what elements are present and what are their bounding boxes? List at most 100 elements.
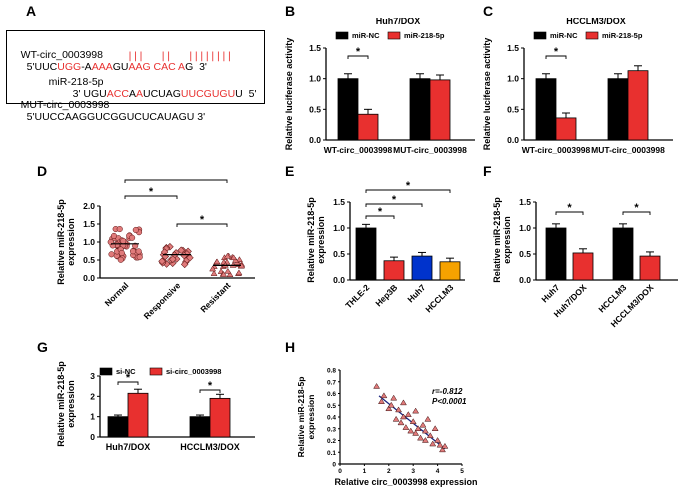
chart-H-ylabel-line1: Relative miR-218-5p <box>296 377 306 458</box>
chart-E-xlabel: Huh7 <box>405 282 427 304</box>
chart-E-ytick-label: 0.0 <box>333 275 345 285</box>
chart-D-point <box>236 256 243 262</box>
chart-E-bar <box>355 227 377 281</box>
chart-H-point <box>385 405 393 412</box>
chart-D-c-star: * <box>200 214 205 226</box>
wt-parts-part: AAA <box>91 61 113 73</box>
chart-B-star: * <box>356 46 361 58</box>
chart-D: 0.0 0.5 1.0 1.5 2.0 Relative miR-218-5p expres… <box>56 178 255 321</box>
chart-F-a-star: * <box>567 202 572 214</box>
panel-label-H: H <box>285 339 295 355</box>
chart-D-ytick-label: 0.5 <box>83 255 95 265</box>
chart-E-bar <box>439 261 461 281</box>
chart-F-a-bracket <box>555 211 584 215</box>
mir-parts-part: CUAG <box>150 88 181 100</box>
chart-H-point <box>426 432 434 439</box>
chart-H-point <box>395 406 403 413</box>
mir-parts-part: UUCGUGU <box>180 88 236 100</box>
chart-D-point <box>186 254 194 262</box>
chart-H-point <box>407 427 415 434</box>
chart-C-bar <box>535 78 557 141</box>
chart-D-b-bracket <box>124 195 178 199</box>
chart-H-xtick-label: 0 <box>338 468 342 475</box>
chart-H-point <box>399 413 407 420</box>
chart-H-point <box>419 421 427 428</box>
chart-E-b-star: * <box>392 194 397 206</box>
chart-E-bar <box>411 255 433 281</box>
chart-D-ytick-label: 2.0 <box>83 201 95 211</box>
chart-C-title: HCCLM3/DOX <box>566 18 626 26</box>
chart-G-legend-label: si-circ_0003998 <box>166 367 221 376</box>
chart-H-point <box>402 424 410 430</box>
wt-parts-part: GU <box>112 61 129 73</box>
chart-G-0-star: * <box>126 372 131 384</box>
chart-H-point <box>429 440 437 447</box>
chart-H-ytick-label: 0.6 <box>327 391 336 398</box>
chart-D-ytick-label: 0.0 <box>83 273 95 283</box>
chart-D-ylabel-line2: expression <box>66 218 76 266</box>
chart-H-point <box>378 398 385 404</box>
chart-D-xlabel: Resistant <box>198 280 232 314</box>
chart-C-ytick-label: 1.5 <box>507 43 519 53</box>
chart-C-legend-label: miR-NC <box>550 31 578 40</box>
wt-parts-part: AAG CAC A <box>128 61 186 73</box>
mir-name: miR-218-5p <box>48 76 104 88</box>
chart-H-ytick-label: 0.1 <box>327 450 336 457</box>
chart-D-point <box>132 226 139 234</box>
mut-name: MUT-circ_0003998 <box>20 99 110 111</box>
mir-parts-part: A <box>128 88 136 100</box>
chart-B-ytick-label: 0.0 <box>309 135 321 145</box>
chart-B-title: Huh7/DOX <box>376 18 421 26</box>
chart-D-ylabel-line1: Relative miR-218-5p <box>56 199 66 285</box>
chart-E-xlabel: Hep3B <box>373 282 399 308</box>
chart-E-bar <box>383 260 405 281</box>
chart-G-xlabel: Huh7/DOX <box>106 442 151 452</box>
chart-E-a-bracket <box>365 189 451 193</box>
chart-D-point <box>158 257 166 265</box>
chart-B-bar <box>409 78 431 141</box>
chart-H-point <box>421 437 429 443</box>
mir-parts-part: ACC <box>106 88 129 100</box>
chart-E-ylabel-line1: Relative miR-218-5p <box>306 197 316 283</box>
mir-parts-part: A <box>135 88 143 100</box>
chart-D-point <box>117 256 124 263</box>
chart-H-xtick-label: 5 <box>460 468 464 475</box>
chart-E-a-star: * <box>406 180 411 192</box>
chart-E-xlabel: THLE-2 <box>343 282 371 310</box>
chart-G-1-bracket <box>199 389 221 393</box>
chart-D-point <box>110 232 118 239</box>
chart-B-ylabel: Relative luciferase activity <box>284 38 294 151</box>
chart-E-xlabel: HCCLM3 <box>423 282 455 314</box>
chart-H-point <box>387 401 395 408</box>
chart-F-b-star: * <box>634 202 639 214</box>
panel-label-F: F <box>483 163 492 179</box>
wt-name: WT-circ_0003998 <box>20 49 103 61</box>
chart-D-ytick-label: 1.0 <box>83 237 95 247</box>
panel-label-G: G <box>37 339 48 355</box>
chart-C-legend-swatch <box>585 31 599 40</box>
chart-D-c-bracket <box>176 223 228 227</box>
chart-D-point <box>209 265 217 272</box>
chart-F-bar <box>572 252 594 281</box>
chart-B: Huh7/DOX miR-NC miR-218-5p 0.0 0.5 1.0 1.5 Rela… <box>284 18 475 155</box>
panel-label-D: D <box>37 163 47 179</box>
wt-parts-part: 3' <box>193 61 207 73</box>
chart-D-point <box>226 271 234 277</box>
chart-B-legend-label: miR-NC <box>352 31 380 40</box>
panel-label-B: B <box>285 3 295 19</box>
wt-parts-part: -A <box>81 61 92 73</box>
chart-C: HCCLM3/DOX miR-NC miR-218-5p 0.0 0.5 1.0 1.5 Re… <box>482 18 673 155</box>
chart-D-point <box>177 246 185 255</box>
panel-label-C: C <box>483 3 493 19</box>
chart-H-point <box>412 407 420 414</box>
chart-G-ylabel-line1: Relative miR-218-5p <box>56 361 66 447</box>
chart-H-xtick-label: 1 <box>363 468 367 475</box>
chart-F: 0.0 0.5 1.0 1.5 Relative miR-218-5p expressio… <box>492 197 678 329</box>
wt-parts-part: G <box>185 61 194 73</box>
chart-H-point <box>409 418 417 424</box>
mir-prefix: 3' UGU <box>72 88 107 100</box>
chart-H: 0 0.1 0.2 0.3 0.4 0.5 0.6 0.7 0.8 0 1 2 3 4 5 Relative … <box>296 368 478 488</box>
wt-sequence: UGG-AAAAGUAAG CAC AG 3' <box>57 61 207 73</box>
chart-G-1-star: * <box>208 380 213 392</box>
chart-C-star: * <box>554 46 559 58</box>
